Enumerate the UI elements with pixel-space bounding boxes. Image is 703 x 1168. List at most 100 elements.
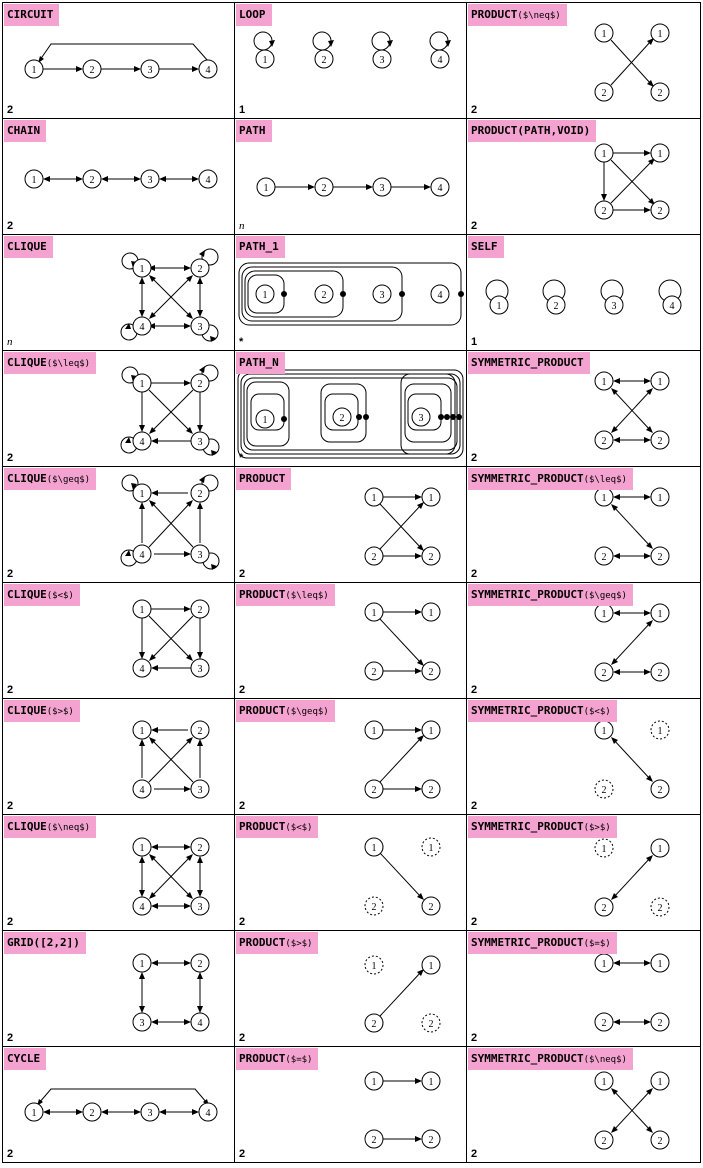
svg-text:1: 1 bbox=[602, 377, 607, 388]
clique-geq-diagram: 1 2 4 3 bbox=[120, 474, 220, 570]
svg-text:2: 2 bbox=[602, 552, 607, 563]
svg-text:2: 2 bbox=[602, 668, 607, 679]
svg-text:2: 2 bbox=[372, 1019, 377, 1030]
cell-value: 2 bbox=[239, 916, 246, 928]
cell-title: GRID([2,2]) bbox=[4, 932, 86, 954]
cell-grid: GRID([2,2]) 1 2 3 4 2 bbox=[3, 931, 235, 1047]
svg-text:1: 1 bbox=[658, 1077, 663, 1088]
svg-text:2: 2 bbox=[554, 301, 559, 312]
cell-title: CIRCUIT bbox=[4, 4, 60, 26]
cell-symmetric-product-neq: SYMMETRIC_PRODUCT($\neq$) 1 1 2 2 2 bbox=[467, 1047, 701, 1163]
svg-text:2: 2 bbox=[429, 552, 434, 563]
svg-text:1: 1 bbox=[602, 1077, 607, 1088]
cell-title: PATH_1 bbox=[236, 236, 285, 258]
svg-text:1: 1 bbox=[658, 844, 663, 855]
svg-text:1: 1 bbox=[602, 959, 607, 970]
svg-text:1: 1 bbox=[140, 843, 145, 854]
svg-text:2: 2 bbox=[90, 65, 95, 76]
svg-text:4: 4 bbox=[438, 55, 443, 66]
svg-text:3: 3 bbox=[198, 437, 203, 448]
cell-value: 2 bbox=[7, 1032, 14, 1044]
cell-circuit: CIRCUIT 1 2 3 4 2 bbox=[3, 3, 235, 119]
cell-cycle: CYCLE 1 2 3 4 2 bbox=[3, 1047, 235, 1163]
svg-text:4: 4 bbox=[206, 1108, 211, 1119]
cell-path-1: PATH_1 1 2 3 4 * bbox=[235, 235, 467, 351]
svg-text:3: 3 bbox=[198, 785, 203, 796]
svg-text:1: 1 bbox=[264, 183, 269, 194]
cell-value: 2 bbox=[471, 800, 478, 812]
svg-text:2: 2 bbox=[658, 785, 663, 796]
cell-value: 1 bbox=[239, 104, 246, 116]
cell-value: 1 bbox=[471, 336, 478, 348]
product-diagram: 1 1 2 2 bbox=[364, 487, 441, 566]
svg-text:1: 1 bbox=[602, 493, 607, 504]
svg-text:1: 1 bbox=[372, 1077, 377, 1088]
svg-text:1: 1 bbox=[372, 843, 377, 854]
svg-text:1: 1 bbox=[658, 29, 663, 40]
cell-title: PRODUCT($\neq$) bbox=[468, 4, 567, 26]
cell-value: * bbox=[239, 452, 244, 464]
cell-value: 2 bbox=[7, 568, 14, 580]
cell-symmetric-product-eq: SYMMETRIC_PRODUCT($=$) 1 1 2 2 2 bbox=[467, 931, 701, 1047]
svg-text:2: 2 bbox=[658, 552, 663, 563]
svg-text:2: 2 bbox=[322, 55, 327, 66]
cell-value: 2 bbox=[7, 220, 14, 232]
cell-value: 2 bbox=[239, 568, 246, 580]
product-path-void-diagram: 1 1 2 2 bbox=[594, 143, 670, 220]
cell-product-eq: PRODUCT($=$) 1 1 2 2 2 bbox=[235, 1047, 467, 1163]
cell-title: LOOP bbox=[236, 4, 272, 26]
svg-text:1: 1 bbox=[263, 415, 268, 426]
cell-clique-neq: CLIQUE($\neq$) 1 2 4 3 2 bbox=[3, 815, 235, 931]
symmetric-product-neq-diagram: 1 1 2 2 bbox=[594, 1071, 670, 1150]
svg-text:2: 2 bbox=[429, 1019, 434, 1030]
svg-text:2: 2 bbox=[602, 436, 607, 447]
svg-text:1: 1 bbox=[372, 608, 377, 619]
svg-text:1: 1 bbox=[658, 377, 663, 388]
svg-text:3: 3 bbox=[140, 1018, 145, 1029]
cell-title: SYMMETRIC_PRODUCT($\leq$) bbox=[468, 468, 633, 490]
product-neq-diagram: 1 1 2 2 bbox=[594, 23, 670, 102]
cell-title: CHAIN bbox=[4, 120, 47, 142]
svg-text:2: 2 bbox=[658, 1018, 663, 1029]
cell-clique-gt: CLIQUE($>$) 1 2 4 3 2 bbox=[3, 699, 235, 815]
svg-text:4: 4 bbox=[670, 301, 675, 312]
svg-text:2: 2 bbox=[429, 667, 434, 678]
cell-title: SYMMETRIC_PRODUCT($>$) bbox=[468, 816, 617, 838]
svg-text:1: 1 bbox=[263, 55, 268, 66]
cell-value: 2 bbox=[239, 800, 246, 812]
cell-path-n: PATH_N 1 2 3 * bbox=[235, 351, 467, 467]
cell-symmetric-product-leq: SYMMETRIC_PRODUCT($\leq$) 1 1 2 2 2 bbox=[467, 467, 701, 583]
svg-text:4: 4 bbox=[198, 1018, 203, 1029]
cell-clique: CLIQUE 1 2 4 3 n bbox=[3, 235, 235, 351]
svg-text:3: 3 bbox=[198, 322, 203, 333]
cell-title: PATH_N bbox=[236, 352, 285, 374]
svg-text:2: 2 bbox=[372, 552, 377, 563]
cell-title: PRODUCT($\leq$) bbox=[236, 584, 335, 606]
cell-clique-geq: CLIQUE($\geq$) 1 2 4 3 2 bbox=[3, 467, 235, 583]
svg-text:2: 2 bbox=[198, 379, 203, 390]
cell-value: 2 bbox=[7, 452, 14, 464]
product-gt-diagram: 1 1 2 2 bbox=[364, 955, 441, 1033]
chain-diagram: 1 2 3 4 bbox=[24, 169, 218, 189]
svg-text:2: 2 bbox=[658, 903, 663, 914]
svg-text:2: 2 bbox=[372, 785, 377, 796]
svg-text:1: 1 bbox=[602, 726, 607, 737]
svg-text:3: 3 bbox=[148, 1108, 153, 1119]
cell-value: 2 bbox=[471, 684, 478, 696]
svg-text:3: 3 bbox=[198, 550, 203, 561]
cell-value: 2 bbox=[471, 452, 478, 464]
svg-text:2: 2 bbox=[198, 959, 203, 970]
self-diagram: 1 2 3 4 bbox=[485, 279, 682, 315]
svg-text:1: 1 bbox=[140, 264, 145, 275]
clique-leq-diagram: 1 2 4 3 bbox=[120, 364, 220, 456]
svg-text:2: 2 bbox=[602, 206, 607, 217]
svg-text:2: 2 bbox=[322, 183, 327, 194]
cell-title: SELF bbox=[468, 236, 504, 258]
svg-text:2: 2 bbox=[198, 605, 203, 616]
grid-diagram: 1 2 3 4 bbox=[132, 953, 210, 1032]
cell-title: CLIQUE bbox=[4, 236, 53, 258]
arrowhead bbox=[38, 56, 44, 63]
cell-product-gt: PRODUCT($>$) 1 1 2 2 2 bbox=[235, 931, 467, 1047]
svg-text:1: 1 bbox=[32, 65, 37, 76]
